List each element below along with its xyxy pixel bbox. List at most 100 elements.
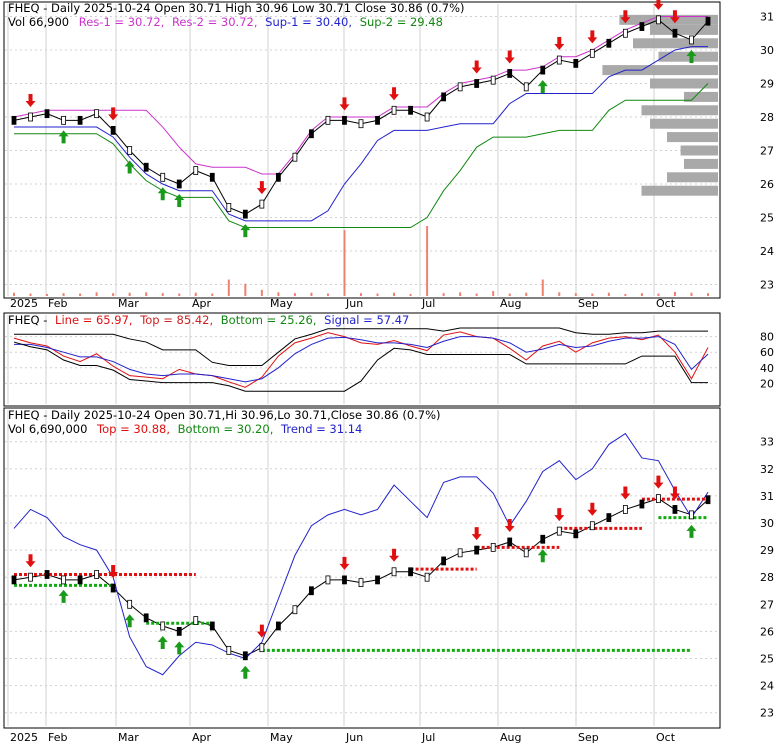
price-candle bbox=[309, 129, 314, 139]
price-candle bbox=[160, 172, 166, 182]
volume-bar bbox=[46, 293, 49, 296]
price-candle bbox=[61, 115, 66, 125]
volume-bar bbox=[624, 293, 627, 296]
volume-bar bbox=[277, 292, 280, 296]
stochastic-bottom-band bbox=[13, 341, 708, 392]
trend-sell-arrow bbox=[587, 502, 598, 516]
price-candle bbox=[275, 172, 281, 182]
trend-candle bbox=[77, 575, 83, 585]
buy-arrow bbox=[537, 80, 548, 94]
stochastic-y-tick: 20 bbox=[760, 377, 774, 390]
sell-arrow bbox=[620, 10, 631, 24]
volume-bar bbox=[640, 293, 643, 296]
trend-y-tick: 28 bbox=[760, 571, 774, 584]
trend-buy-arrow bbox=[58, 589, 69, 603]
x-axis-label-jun: Jun bbox=[345, 297, 363, 310]
trend-candle bbox=[11, 575, 17, 585]
stochastic-y-tick: 80 bbox=[760, 331, 774, 344]
trend-candle bbox=[540, 534, 546, 544]
sup2-label: Sup-2 = 29.48 bbox=[360, 15, 443, 29]
x-axis-label-sep: Sep bbox=[578, 297, 599, 310]
x-axis-label-oct: Oct bbox=[656, 731, 676, 744]
volume-profile-bar bbox=[667, 132, 718, 143]
volume-profile-bar bbox=[619, 14, 718, 25]
volume-bar bbox=[591, 293, 594, 296]
volume-bar bbox=[128, 292, 131, 296]
trend-y-tick: 26 bbox=[760, 625, 774, 638]
buy-arrow bbox=[686, 49, 697, 63]
price-candle bbox=[424, 112, 430, 122]
trend-candle bbox=[325, 575, 331, 585]
price-candle bbox=[507, 69, 513, 78]
sell-arrow bbox=[389, 87, 400, 101]
x-axis-label-sep: Sep bbox=[578, 731, 599, 744]
volume-bar bbox=[690, 292, 693, 296]
volume-profile-bar bbox=[641, 105, 718, 116]
volume-profile-bar bbox=[684, 91, 718, 102]
trend-sell-arrow bbox=[25, 554, 36, 568]
trend-sell-arrow bbox=[620, 486, 631, 500]
x-axis-label-apr: Apr bbox=[192, 731, 212, 744]
sell-arrow bbox=[554, 37, 565, 51]
price-candle bbox=[259, 199, 265, 209]
price-candle bbox=[556, 55, 562, 65]
volume-bar bbox=[343, 230, 346, 296]
price-candle bbox=[408, 105, 413, 115]
volume-bar bbox=[178, 293, 181, 296]
trend-candle bbox=[61, 575, 66, 585]
trend-panel-title: FHEQ - Daily 2025-10-24 Open 30.71,Hi 30… bbox=[8, 408, 441, 422]
trend-candle bbox=[275, 621, 281, 631]
buy-arrow bbox=[174, 194, 185, 207]
trend-y-tick: 23 bbox=[760, 707, 774, 720]
x-axis-label-feb: Feb bbox=[48, 297, 67, 310]
volume-bar bbox=[79, 293, 82, 296]
trend-sell-arrow bbox=[471, 527, 482, 541]
price-y-tick: 28 bbox=[760, 111, 774, 124]
trend-candle bbox=[28, 572, 33, 582]
trend-y-tick: 24 bbox=[760, 680, 774, 693]
price-candle bbox=[689, 35, 694, 45]
price-candle bbox=[110, 126, 116, 135]
trend-y-tick: 29 bbox=[760, 544, 774, 557]
x-axis-label-aug: Aug bbox=[500, 297, 521, 310]
sell-arrow bbox=[339, 97, 350, 111]
sell-arrow bbox=[25, 94, 36, 107]
price-candle bbox=[176, 179, 182, 189]
price-candle bbox=[11, 115, 17, 125]
volume-bar bbox=[558, 292, 561, 296]
trend-y-tick: 33 bbox=[760, 436, 774, 449]
trend-buy-arrow bbox=[686, 524, 697, 538]
trend-sell-arrow bbox=[554, 508, 565, 522]
trend-candle bbox=[441, 556, 447, 566]
buy-arrow bbox=[58, 130, 69, 144]
trend-candle bbox=[259, 643, 265, 653]
trend-volume-label: Vol 6,690,000 bbox=[8, 422, 87, 436]
trend-candle bbox=[622, 505, 628, 514]
x-axis-label-may: May bbox=[270, 297, 293, 310]
trend-y-tick: 25 bbox=[760, 653, 774, 666]
price-candle bbox=[342, 115, 347, 125]
buy-arrow bbox=[124, 160, 135, 174]
volume-bar bbox=[95, 292, 98, 296]
price-y-tick: 30 bbox=[760, 44, 774, 57]
x-axis-label-apr: Apr bbox=[192, 297, 212, 310]
trend-candle bbox=[176, 627, 182, 636]
svg-text:Vol 6,690,000 Top = 30.88,: Vol 6,690,000 Top = 30.88, Bottom = 30.2… bbox=[8, 422, 362, 436]
price-candle bbox=[325, 115, 331, 125]
volume-profile-bar bbox=[650, 118, 718, 129]
volume-bar bbox=[310, 292, 313, 296]
trend-candle bbox=[656, 494, 661, 504]
trend-candle bbox=[193, 616, 199, 625]
trend-candle bbox=[606, 513, 612, 522]
price-y-tick: 23 bbox=[760, 279, 774, 292]
sell-arrow bbox=[587, 30, 598, 44]
trend-candle bbox=[639, 499, 645, 509]
volume-bar bbox=[260, 289, 263, 296]
res2-label: Res-2 = 30.72, bbox=[172, 15, 258, 29]
trend-candle bbox=[523, 548, 529, 558]
trend-y-tick: 32 bbox=[760, 463, 774, 476]
trend-buy-arrow bbox=[537, 549, 548, 563]
volume-bar bbox=[326, 293, 329, 296]
trend-candle bbox=[44, 570, 50, 579]
